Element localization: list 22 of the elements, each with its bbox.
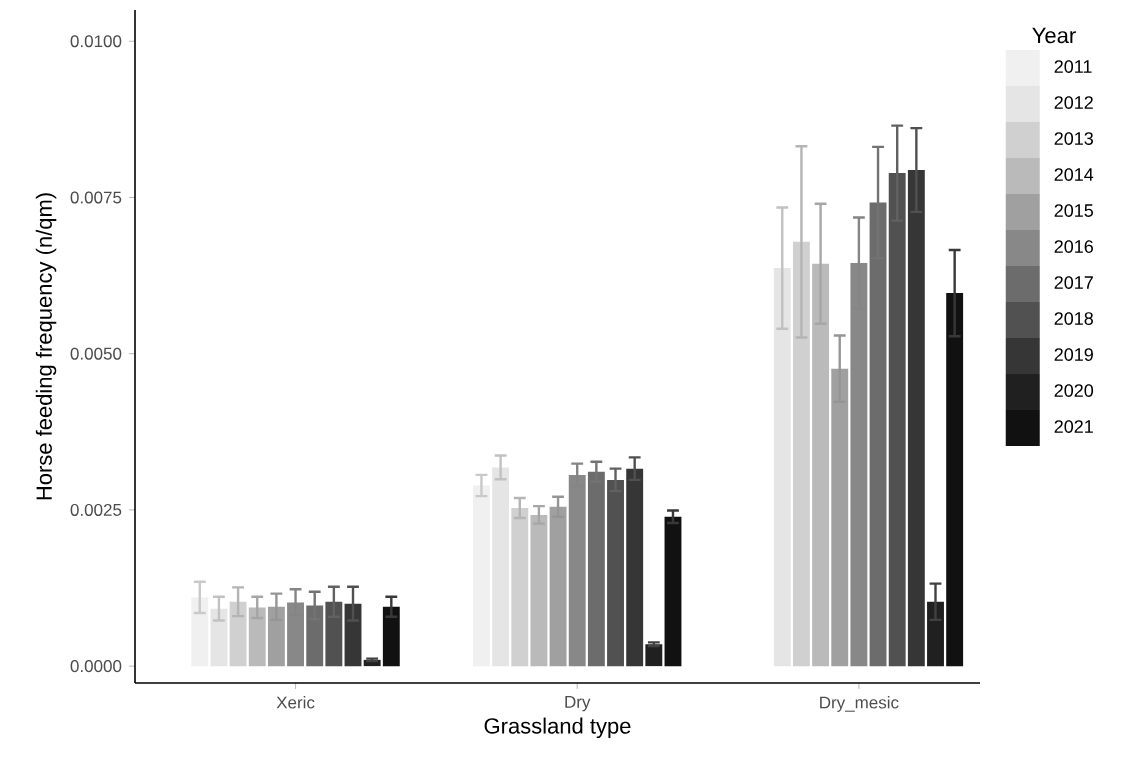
- legend-title: Year: [1032, 27, 1076, 44]
- y-tick-label: 0.0100: [70, 35, 122, 48]
- x-axis-title: Grassland type: [484, 717, 631, 739]
- y-tick-label: 0.0000: [70, 660, 122, 673]
- legend-label: 2021: [1054, 420, 1093, 433]
- legend-label: 2012: [1054, 96, 1093, 109]
- x-tick-label: Dry: [565, 696, 591, 712]
- x-tick-label: Xeric: [276, 696, 315, 709]
- y-tick-label: 0.0050: [70, 347, 122, 360]
- legend-label: 2019: [1054, 348, 1093, 361]
- y-tick-label: 0.0025: [70, 503, 122, 516]
- legend-label: 2015: [1054, 204, 1094, 217]
- legend-label: 2020: [1054, 384, 1094, 397]
- legend-label: 2014: [1054, 168, 1094, 181]
- legend-label: 2016: [1054, 240, 1093, 253]
- legend-label: 2011: [1054, 60, 1092, 73]
- legend-label: 2013: [1054, 132, 1093, 145]
- legend-label: 2018: [1054, 312, 1093, 325]
- legend-label: 2017: [1054, 276, 1093, 289]
- y-tick-label: 0.0075: [70, 191, 122, 204]
- x-tick-label: Dry_mesic: [820, 696, 899, 712]
- y-axis-title: Horse feeding frequency (n/qm): [35, 193, 57, 500]
